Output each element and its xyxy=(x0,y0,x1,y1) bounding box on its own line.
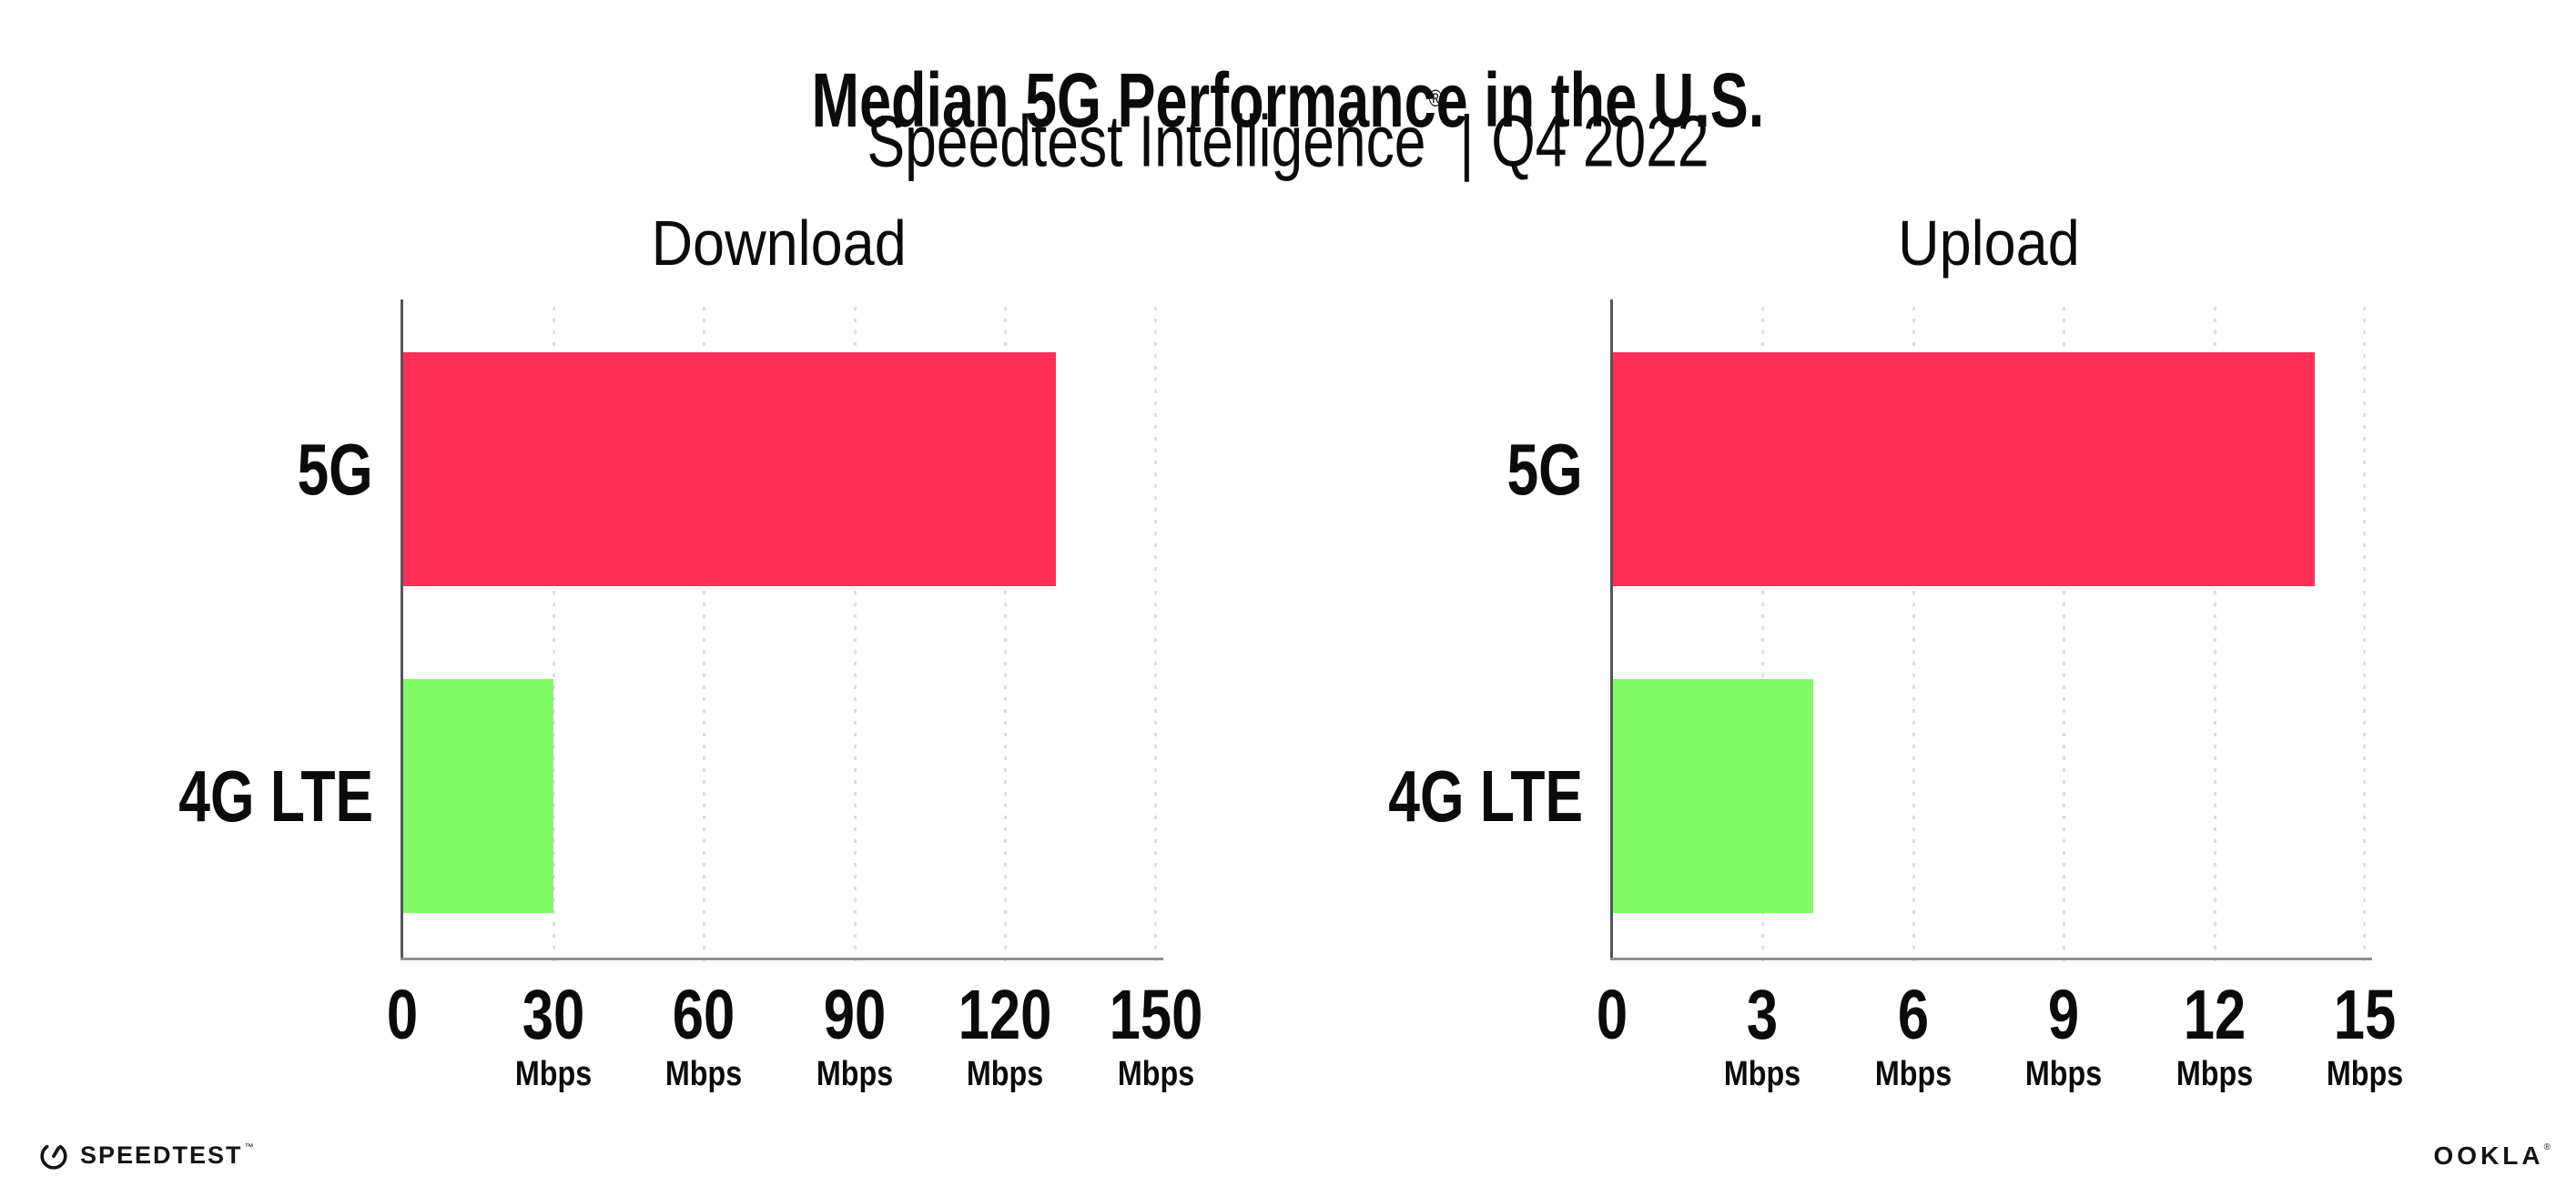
tick-unit: Mbps xyxy=(665,1055,743,1093)
download-plot-area xyxy=(401,299,1163,969)
tick-unit: Mbps xyxy=(2326,1055,2404,1093)
bar-4g-lte-upload xyxy=(1612,679,1813,913)
subtitle-separator: | xyxy=(1459,100,1475,182)
y-axis xyxy=(401,299,403,959)
ookla-logo: OOKLA® xyxy=(2434,1141,2551,1171)
tick-unit: Mbps xyxy=(1724,1055,1801,1093)
gridline xyxy=(552,307,555,969)
ookla-wordmark: OOKLA xyxy=(2433,1141,2544,1170)
page-subtitle: Speedtest Intelligence® | Q4 2022 xyxy=(0,85,2576,186)
tick-label: 9 Mbps xyxy=(1945,979,2182,1095)
gridline xyxy=(1761,307,1765,969)
tick-unit: Mbps xyxy=(967,1055,1044,1093)
gridline xyxy=(1154,307,1157,969)
tick-unit: Mbps xyxy=(2025,1055,2103,1093)
upload-chart-title: Upload xyxy=(1897,208,2080,279)
category-label-4g-lte: 4G LTE xyxy=(178,756,373,837)
upload-plot-area xyxy=(1610,299,2372,969)
x-axis xyxy=(1610,958,2372,960)
gridline xyxy=(853,307,857,969)
x-axis xyxy=(401,958,1163,960)
footer: SPEEDTEST ™ OOKLA® xyxy=(0,1129,2576,1187)
bar-5g-download xyxy=(402,352,1056,586)
tick-label: 120 Mbps xyxy=(887,979,1123,1095)
tick-unit: Mbps xyxy=(1874,1055,1952,1093)
gridline xyxy=(2063,307,2066,969)
y-axis xyxy=(1610,299,1613,959)
tick-label: 15 Mbps xyxy=(2246,979,2483,1095)
speedtest-wordmark: SPEEDTEST xyxy=(80,1141,243,1169)
trademark-symbol: ™ xyxy=(244,1141,254,1152)
category-label-4g-lte: 4G LTE xyxy=(1388,756,1583,837)
gridline xyxy=(1912,307,1915,969)
category-label-5g: 5G xyxy=(297,429,373,510)
tick-label: 90 Mbps xyxy=(736,979,973,1095)
tick-label: 0 xyxy=(1596,976,1628,1054)
registered-symbol: ® xyxy=(2543,1141,2551,1152)
bar-4g-lte-download xyxy=(402,679,553,913)
page-title-text: Median 5G Performance in the U.S. xyxy=(811,57,1765,144)
tick-label: 0 xyxy=(386,976,419,1054)
page-title: Median 5G Performance in the U.S. xyxy=(0,56,2576,144)
gridline xyxy=(1004,307,1008,969)
tick-label: 12 Mbps xyxy=(2096,979,2333,1095)
tick-unit: Mbps xyxy=(514,1055,592,1093)
tick-label: 150 Mbps xyxy=(1038,979,1274,1095)
tick-unit: Mbps xyxy=(816,1055,893,1093)
tick-unit: Mbps xyxy=(2175,1055,2253,1093)
tick-unit: Mbps xyxy=(1117,1055,1195,1093)
gridline xyxy=(2363,307,2366,969)
tick-label: 60 Mbps xyxy=(585,979,822,1095)
download-chart: Download 5G 4G LTE 0 30 Mbps 60 Mbps 90 xyxy=(178,208,1202,1093)
upload-chart: Upload 5G 4G LTE 0 3 Mbps 6 Mbps 9 Mbps xyxy=(1388,208,2403,1093)
speedtest-gauge-icon xyxy=(40,1144,67,1170)
subtitle-period: Q4 2022 xyxy=(1491,100,1709,182)
download-chart-title: Download xyxy=(651,208,908,279)
gridline xyxy=(2213,307,2216,969)
category-label-5g: 5G xyxy=(1506,429,1583,510)
subtitle-brand: Speedtest Intelligence xyxy=(867,100,1426,182)
tick-label: 3 Mbps xyxy=(1644,979,1881,1095)
tick-label: 30 Mbps xyxy=(435,979,672,1095)
tick-label: 6 Mbps xyxy=(1795,979,2032,1095)
registered-symbol: ® xyxy=(1428,85,1443,112)
gridline xyxy=(703,307,706,969)
speedtest-logo: SPEEDTEST ™ xyxy=(38,1140,254,1171)
bar-5g-upload xyxy=(1612,352,2315,586)
